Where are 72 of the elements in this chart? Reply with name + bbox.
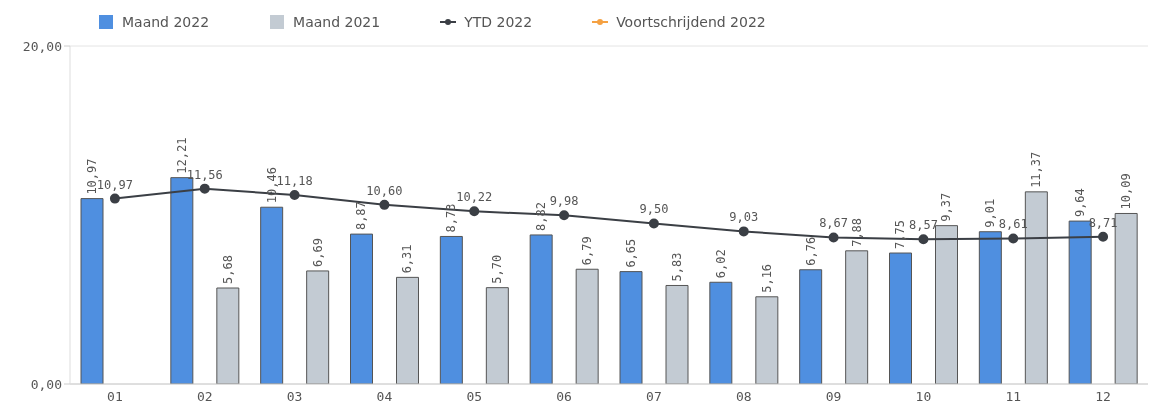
x-tick-label: 10 bbox=[915, 389, 932, 405]
x-tick-label: 06 bbox=[556, 389, 572, 405]
data-label: 9,98 bbox=[549, 194, 579, 209]
data-label: 11,37 bbox=[1029, 151, 1044, 188]
bar bbox=[978, 231, 1002, 384]
data-label: 11,56 bbox=[186, 167, 223, 182]
x-tick-label: 09 bbox=[825, 389, 842, 405]
x-tick-label: 01 bbox=[107, 389, 123, 405]
x-tick-label: 12 bbox=[1095, 389, 1111, 405]
data-label: 7,88 bbox=[849, 217, 864, 247]
data-label: 9,37 bbox=[939, 192, 954, 222]
legend-label: Maand 2021 bbox=[293, 14, 381, 30]
data-label: 8,57 bbox=[908, 218, 938, 233]
bar bbox=[350, 233, 373, 384]
data-label: 10,09 bbox=[1119, 173, 1134, 210]
data-label: 9,01 bbox=[983, 198, 998, 228]
x-tick-label: 05 bbox=[466, 389, 483, 405]
data-label: 10,97 bbox=[96, 177, 133, 192]
point bbox=[379, 199, 390, 210]
x-tick-label: 07 bbox=[646, 389, 662, 405]
data-label: 8,73 bbox=[444, 203, 459, 233]
bar bbox=[80, 198, 104, 384]
data-label: 7,75 bbox=[893, 220, 908, 250]
data-label: 8,82 bbox=[534, 202, 549, 231]
data-label: 6,79 bbox=[580, 236, 595, 266]
legend-label: YTD 2022 bbox=[464, 14, 533, 30]
point bbox=[648, 218, 659, 229]
point bbox=[469, 206, 480, 217]
point bbox=[828, 232, 839, 243]
legend-label: Voortschrijdend 2022 bbox=[616, 14, 766, 30]
data-label: 6,69 bbox=[310, 238, 325, 267]
bar bbox=[799, 269, 823, 384]
data-label: 5,16 bbox=[759, 263, 774, 293]
data-label: 6,76 bbox=[803, 236, 818, 266]
point bbox=[1098, 231, 1109, 242]
bar bbox=[889, 252, 912, 384]
x-tick-label: 02 bbox=[196, 389, 213, 405]
data-label: 9,03 bbox=[729, 210, 759, 225]
bar bbox=[260, 206, 284, 384]
data-label: 6,65 bbox=[624, 238, 638, 268]
x-tick-label: 11 bbox=[1005, 389, 1022, 405]
x-tick-label: 08 bbox=[735, 389, 752, 405]
data-label: 8,87 bbox=[354, 201, 369, 231]
data-label: 5,68 bbox=[220, 255, 235, 285]
point bbox=[289, 190, 300, 201]
data-label: 5,83 bbox=[670, 252, 684, 282]
point bbox=[109, 193, 120, 204]
point bbox=[559, 210, 570, 221]
legend-label: Maand 2022 bbox=[122, 14, 210, 30]
data-label: 5,70 bbox=[490, 254, 505, 284]
point bbox=[1008, 233, 1019, 244]
data-label: 10,97 bbox=[85, 158, 99, 195]
point bbox=[918, 234, 929, 245]
point bbox=[199, 183, 210, 194]
bar bbox=[619, 271, 643, 384]
data-label: 10,46 bbox=[264, 167, 279, 204]
x-tick-label: 04 bbox=[376, 389, 393, 405]
bar bbox=[439, 235, 463, 384]
y-tick-label: 20,00 bbox=[22, 38, 62, 54]
data-label: 8,67 bbox=[819, 216, 849, 231]
data-label: 6,02 bbox=[713, 249, 728, 279]
data-label: 12,21 bbox=[174, 137, 189, 174]
x-tick-label: 03 bbox=[286, 389, 303, 405]
y-tick-label: 0,00 bbox=[30, 376, 62, 392]
bar bbox=[529, 234, 553, 384]
data-label: 10,60 bbox=[366, 183, 403, 198]
point bbox=[738, 226, 749, 237]
data-label: 10,22 bbox=[456, 190, 493, 205]
data-label: 9,64 bbox=[1073, 188, 1088, 218]
data-label: 6,31 bbox=[400, 244, 415, 274]
data-label: 9,50 bbox=[639, 202, 669, 217]
bar bbox=[709, 281, 733, 384]
